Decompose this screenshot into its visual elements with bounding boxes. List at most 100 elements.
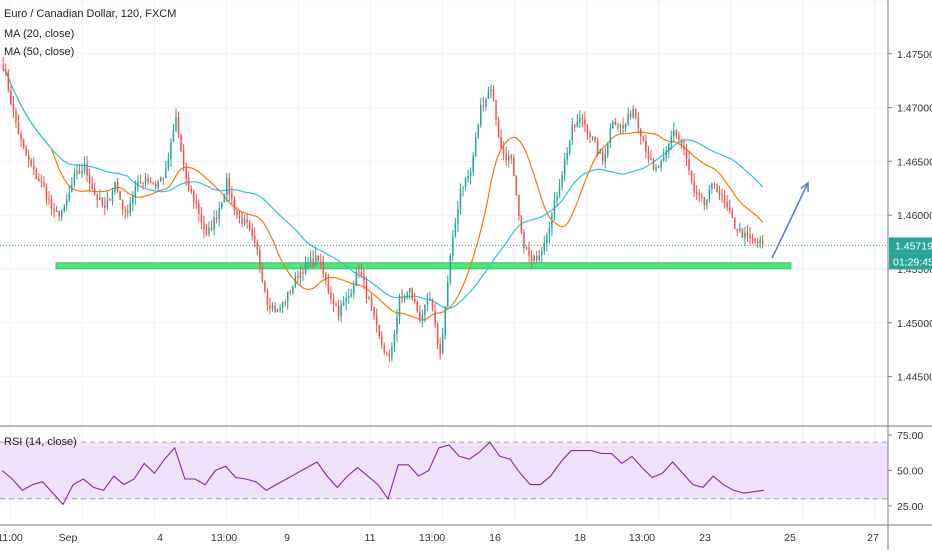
candle-body bbox=[218, 208, 220, 220]
candle bbox=[309, 250, 312, 268]
candle-body bbox=[698, 192, 700, 196]
candle bbox=[617, 122, 619, 132]
time-tick-label: 9 bbox=[284, 532, 290, 544]
candle-body bbox=[601, 151, 604, 162]
candle-body bbox=[353, 286, 355, 294]
candle bbox=[604, 147, 607, 169]
candle-body bbox=[60, 211, 63, 217]
candle bbox=[152, 182, 154, 185]
candle-body bbox=[525, 247, 528, 249]
time-tick-label: 4 bbox=[157, 532, 163, 544]
candle-body bbox=[358, 271, 360, 273]
candle-body bbox=[711, 183, 713, 190]
candle bbox=[492, 85, 495, 102]
candle-body bbox=[83, 163, 86, 172]
candle-body bbox=[236, 210, 238, 216]
candle bbox=[457, 200, 459, 233]
candle-body bbox=[645, 140, 647, 152]
rsi-tick-label: 50.00 bbox=[897, 465, 923, 477]
candle-body bbox=[464, 178, 467, 188]
candle-body bbox=[208, 227, 210, 234]
candle bbox=[124, 206, 126, 219]
candle-body bbox=[294, 275, 297, 287]
candle bbox=[134, 180, 137, 205]
candle-body bbox=[15, 110, 17, 123]
candle-body bbox=[68, 192, 71, 200]
candle bbox=[83, 156, 86, 175]
candle-body bbox=[142, 182, 144, 184]
candle-body bbox=[327, 280, 330, 293]
candle-body bbox=[403, 297, 406, 299]
candle-body bbox=[279, 308, 281, 310]
candle bbox=[411, 287, 413, 301]
candle bbox=[596, 137, 599, 157]
candle bbox=[330, 285, 332, 305]
candle-body bbox=[657, 166, 660, 168]
candle-body bbox=[198, 203, 200, 214]
candle-body bbox=[210, 227, 213, 230]
candle-body bbox=[345, 297, 347, 303]
candle-body bbox=[368, 297, 370, 299]
candle bbox=[53, 202, 55, 218]
candle-body bbox=[373, 307, 375, 316]
candle bbox=[294, 272, 297, 289]
candle bbox=[431, 298, 434, 312]
candle bbox=[264, 280, 266, 293]
candle bbox=[314, 247, 317, 266]
candle-body bbox=[759, 240, 761, 244]
candle-body bbox=[429, 299, 431, 301]
candle-body bbox=[713, 183, 716, 185]
candle bbox=[520, 215, 523, 235]
candle bbox=[444, 305, 446, 340]
candle-body bbox=[518, 195, 520, 217]
candle-body bbox=[411, 288, 413, 299]
candle-body bbox=[474, 137, 477, 156]
candle-body bbox=[426, 300, 429, 305]
candle bbox=[93, 182, 96, 196]
candle-body bbox=[523, 232, 525, 249]
candle bbox=[703, 196, 706, 210]
candle bbox=[518, 194, 520, 221]
candle-body bbox=[579, 118, 581, 123]
candle bbox=[647, 146, 650, 164]
candle-body bbox=[571, 124, 573, 141]
candle-body bbox=[391, 346, 393, 357]
candle bbox=[632, 105, 634, 119]
candle-body bbox=[447, 281, 449, 307]
candle bbox=[670, 130, 673, 150]
candle bbox=[510, 153, 513, 165]
candle bbox=[731, 207, 734, 219]
candle-body bbox=[495, 100, 497, 121]
candle bbox=[281, 301, 284, 314]
candle-body bbox=[106, 199, 109, 208]
candle bbox=[266, 288, 269, 311]
candle bbox=[393, 329, 396, 352]
candle-body bbox=[634, 108, 637, 118]
time-tick-label: Sep bbox=[59, 532, 78, 544]
candle bbox=[340, 300, 342, 323]
candle-body bbox=[129, 203, 132, 213]
candle bbox=[594, 136, 596, 144]
candle-body bbox=[756, 241, 759, 244]
candle bbox=[96, 193, 99, 208]
candle-body bbox=[35, 169, 38, 179]
candle bbox=[12, 95, 15, 118]
candle-body bbox=[731, 210, 734, 218]
candle bbox=[261, 262, 264, 284]
candle-body bbox=[622, 125, 624, 129]
candle bbox=[327, 274, 330, 295]
candle-body bbox=[193, 191, 195, 202]
candle-body bbox=[243, 219, 246, 225]
candle-body bbox=[2, 64, 5, 70]
candle-body bbox=[30, 159, 32, 166]
candle-body bbox=[629, 113, 632, 118]
candle-body bbox=[177, 117, 180, 135]
candle-body bbox=[609, 128, 612, 143]
candle bbox=[149, 177, 152, 184]
candle bbox=[406, 291, 408, 300]
candle-body bbox=[469, 171, 472, 176]
candle bbox=[220, 202, 223, 211]
candle-body bbox=[480, 105, 482, 126]
candle-body bbox=[703, 197, 706, 206]
candle bbox=[185, 162, 187, 187]
